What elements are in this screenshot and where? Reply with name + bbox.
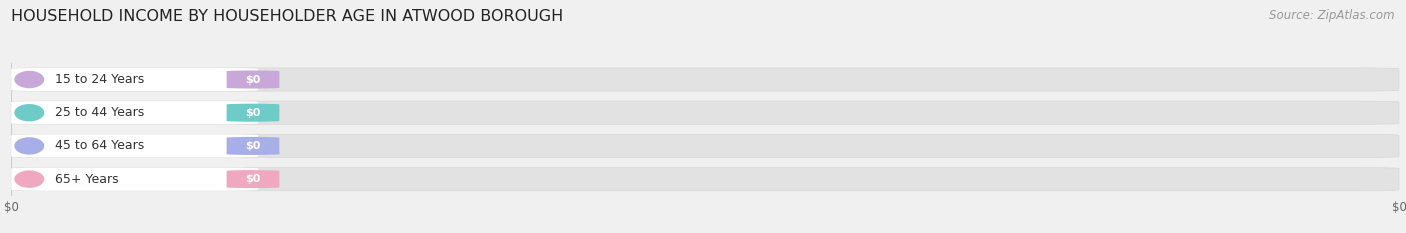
FancyBboxPatch shape — [11, 101, 1399, 124]
FancyBboxPatch shape — [226, 137, 280, 155]
Ellipse shape — [14, 71, 44, 88]
FancyBboxPatch shape — [226, 104, 280, 122]
Text: 45 to 64 Years: 45 to 64 Years — [55, 139, 145, 152]
Text: 15 to 24 Years: 15 to 24 Years — [55, 73, 145, 86]
FancyBboxPatch shape — [11, 168, 1399, 191]
Text: Source: ZipAtlas.com: Source: ZipAtlas.com — [1270, 9, 1395, 22]
Text: HOUSEHOLD INCOME BY HOUSEHOLDER AGE IN ATWOOD BOROUGH: HOUSEHOLD INCOME BY HOUSEHOLDER AGE IN A… — [11, 9, 564, 24]
FancyBboxPatch shape — [11, 168, 259, 191]
Text: $0: $0 — [245, 174, 260, 184]
Text: 25 to 44 Years: 25 to 44 Years — [55, 106, 145, 119]
Text: $0: $0 — [245, 108, 260, 118]
Ellipse shape — [14, 170, 44, 188]
FancyBboxPatch shape — [11, 134, 1399, 158]
FancyBboxPatch shape — [226, 70, 280, 89]
Text: 65+ Years: 65+ Years — [55, 173, 120, 186]
Text: $0: $0 — [245, 75, 260, 85]
FancyBboxPatch shape — [11, 134, 259, 158]
FancyBboxPatch shape — [11, 68, 259, 91]
FancyBboxPatch shape — [11, 101, 259, 124]
FancyBboxPatch shape — [11, 68, 1399, 91]
FancyBboxPatch shape — [226, 170, 280, 188]
Text: $0: $0 — [245, 141, 260, 151]
Ellipse shape — [14, 137, 44, 155]
Ellipse shape — [14, 104, 44, 121]
